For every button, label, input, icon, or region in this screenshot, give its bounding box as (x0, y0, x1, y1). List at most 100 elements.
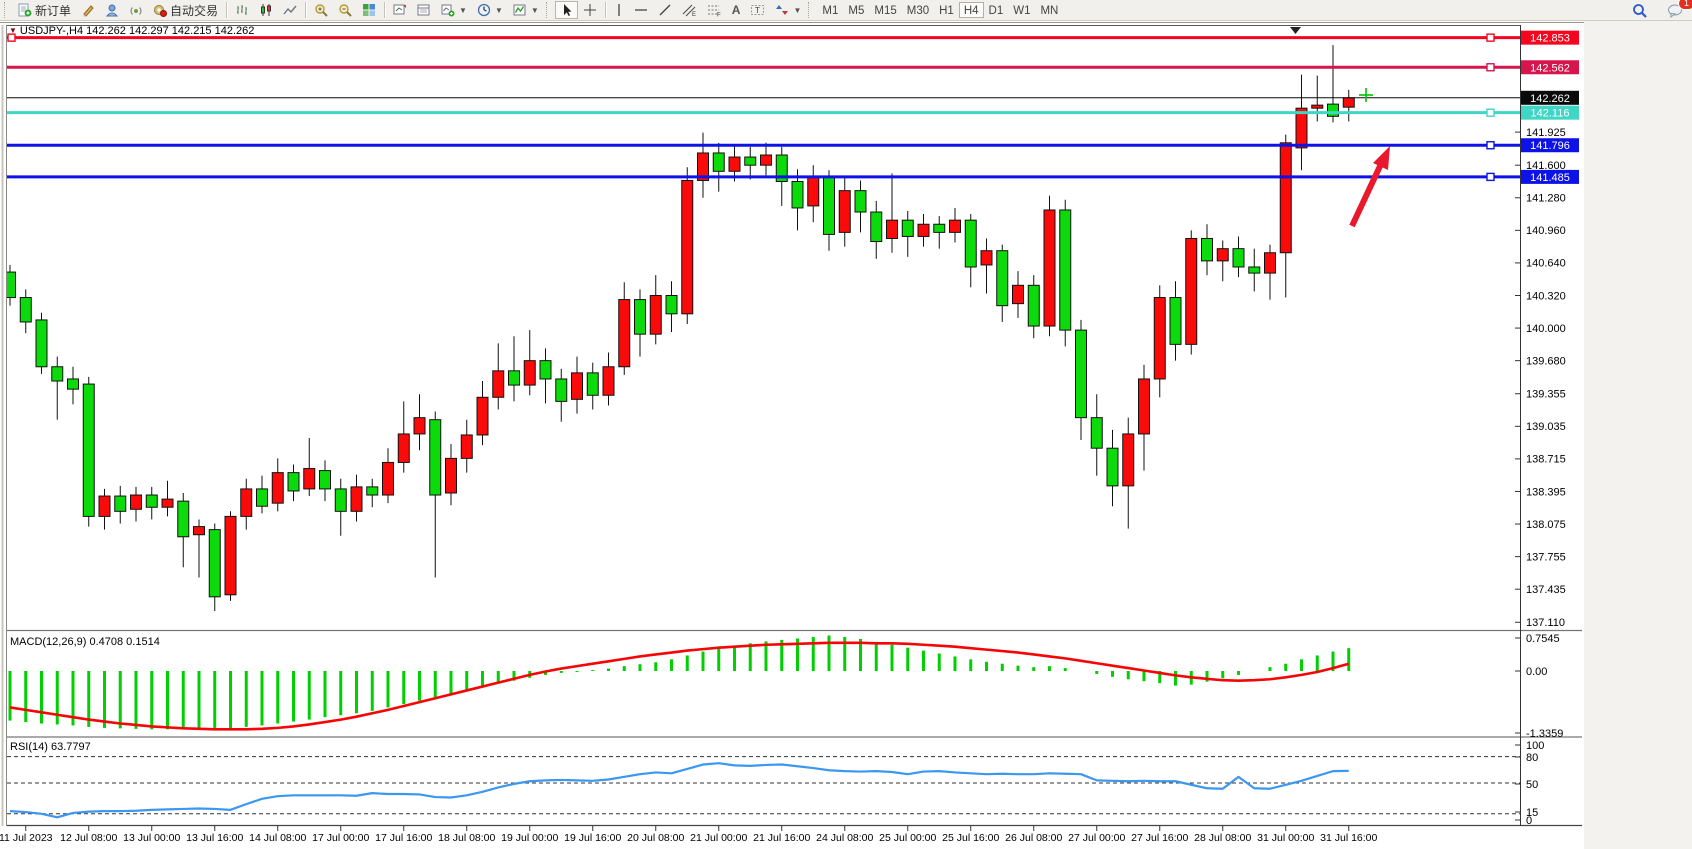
price-level-label (1521, 30, 1579, 45)
panel-borders (0, 22, 1584, 827)
cursor-button[interactable] (554, 1, 578, 19)
chart-shift-marker (1290, 27, 1301, 34)
search-icon (1632, 3, 1647, 19)
signal-icon (129, 3, 143, 17)
separator (305, 2, 307, 18)
line-chart-mode-button[interactable] (278, 1, 302, 19)
horizontal-line-button[interactable] (629, 1, 653, 19)
candle (429, 419, 442, 496)
svg-text:141.925: 141.925 (1526, 127, 1566, 139)
candle (256, 488, 268, 507)
toolbar-grip (4, 2, 9, 18)
timeframe-D1[interactable]: D1 (984, 2, 1009, 18)
line-handle[interactable] (1486, 172, 1495, 182)
indicators-button[interactable]: ▼ (508, 1, 544, 19)
line-handle[interactable] (7, 33, 16, 42)
timeframe-H4[interactable]: H4 (958, 2, 984, 18)
timeframe-M5[interactable]: M5 (843, 2, 869, 18)
arrange-windows-icon (393, 3, 407, 17)
new-order-button[interactable]: 新订单 (13, 1, 76, 19)
candle (649, 294, 662, 335)
separator (384, 2, 386, 18)
cursor-icon (560, 3, 573, 17)
tile-windows-button[interactable] (357, 1, 381, 19)
candle (870, 211, 883, 243)
timeframe-MN[interactable]: MN (1035, 2, 1063, 18)
timeframe-M15[interactable]: M15 (869, 2, 901, 18)
symbol-dropdown-icon: ▼ (9, 26, 17, 35)
tile-windows-icon (362, 3, 376, 17)
candle (82, 383, 95, 517)
svg-text:137.435: 137.435 (1526, 584, 1566, 596)
svg-text:141.600: 141.600 (1526, 160, 1566, 172)
styler-button[interactable] (76, 1, 100, 19)
candle (114, 495, 127, 512)
chart-title: ▼ USDJPY-,H4 142.262 142.297 142.215 142.… (9, 25, 254, 37)
candle (19, 297, 32, 323)
candle (949, 219, 961, 233)
arrange-windows-button[interactable] (388, 1, 412, 19)
new-chart-button[interactable]: ▼ (436, 1, 472, 19)
candle (744, 156, 757, 166)
timeframe-M1[interactable]: M1 (817, 2, 843, 18)
candle (917, 223, 930, 237)
svg-text:14 Jul 08:00: 14 Jul 08:00 (249, 832, 306, 844)
candle (1216, 248, 1229, 262)
candle (854, 190, 867, 213)
svg-text:31 Jul 00:00: 31 Jul 00:00 (1257, 832, 1314, 844)
line-chart-icon (283, 3, 297, 17)
arrow-objects-button[interactable]: ▼ (770, 1, 806, 19)
candle (130, 494, 142, 510)
candle (964, 219, 977, 268)
fibonacci-button[interactable]: F (702, 1, 727, 19)
notifications-button[interactable]: 1 (1662, 0, 1692, 19)
profile-button[interactable] (100, 1, 124, 19)
candle (476, 396, 489, 436)
candle (602, 366, 615, 396)
timeframe-W1[interactable]: W1 (1008, 2, 1035, 18)
equidistant-channel-button[interactable]: E (677, 1, 702, 19)
data-window-button[interactable] (412, 1, 436, 19)
text-button[interactable]: A (727, 1, 746, 19)
toolbar-grip (545, 2, 551, 18)
autotrading-button[interactable]: 自动交易 (148, 1, 223, 19)
timeframe-H1[interactable]: H1 (934, 2, 959, 18)
candles (7, 45, 1355, 612)
line-handle[interactable] (1486, 141, 1495, 150)
timeframe-M30[interactable]: M30 (902, 2, 934, 18)
svg-text:140.960: 140.960 (1526, 225, 1566, 237)
svg-text:27 Jul 00:00: 27 Jul 00:00 (1068, 832, 1125, 844)
trendline-button[interactable] (653, 1, 677, 19)
autotrading-label: 自动交易 (170, 3, 219, 18)
price-level-label (1521, 90, 1579, 105)
bar-chart-icon (235, 3, 249, 17)
periods-button[interactable]: ▼ (472, 1, 508, 19)
candle (224, 515, 237, 596)
svg-text:25 Jul 16:00: 25 Jul 16:00 (942, 832, 999, 844)
candle (728, 156, 741, 172)
vertical-line-button[interactable] (609, 1, 629, 19)
zoom-out-button[interactable] (333, 1, 357, 19)
macd-panel (8, 635, 1351, 731)
line-handle[interactable] (1486, 108, 1495, 117)
svg-text:138.395: 138.395 (1526, 486, 1566, 498)
news-button[interactable] (124, 1, 148, 19)
candle (1327, 103, 1339, 117)
candle (98, 495, 111, 517)
equidistant-channel-icon: E (682, 3, 697, 18)
search-button[interactable] (1627, 2, 1652, 20)
candlestick-mode-button[interactable] (254, 1, 278, 19)
chevron-down-icon: ▼ (793, 5, 802, 15)
candle (382, 461, 394, 496)
text-label-button[interactable]: T (745, 1, 770, 19)
fibonacci-icon: F (707, 3, 722, 19)
crosshair-button[interactable] (578, 1, 602, 19)
line-handle[interactable] (1486, 33, 1495, 42)
bar-chart-mode-button[interactable] (230, 1, 254, 19)
svg-text:140.320: 140.320 (1526, 290, 1566, 302)
zoom-in-button[interactable] (309, 1, 333, 19)
line-handle[interactable] (1486, 63, 1495, 72)
data-window-icon (417, 3, 431, 17)
candle (665, 294, 678, 315)
